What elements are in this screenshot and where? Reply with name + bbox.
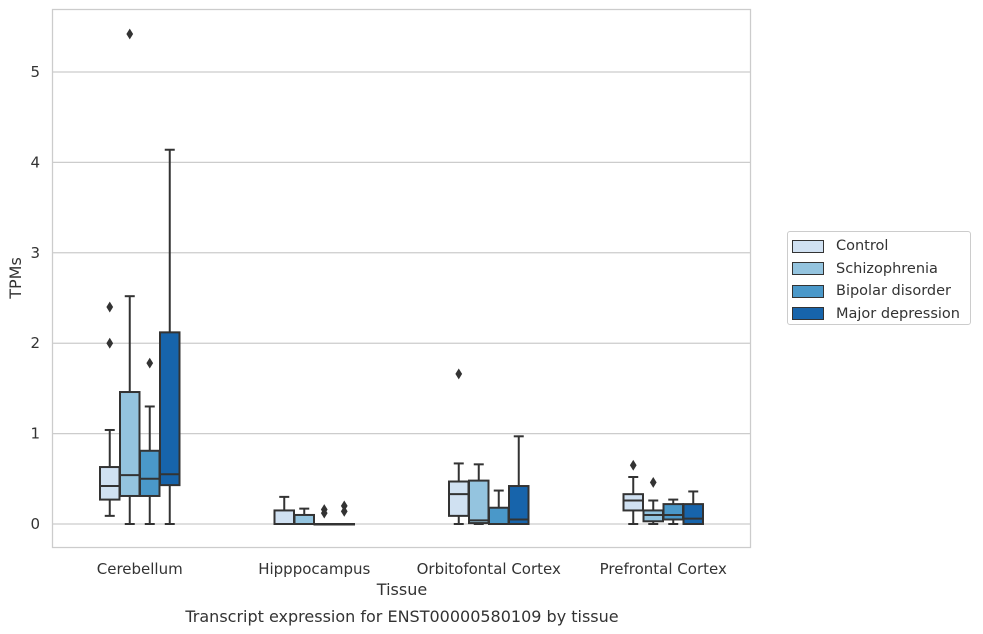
outlier-series-2-cat-1-1	[320, 507, 328, 519]
box-series-3-cat-2	[508, 485, 530, 526]
legend-item-bipolar-disorder: Bipolar disorder	[792, 280, 970, 303]
legend-swatch-major-depression	[792, 307, 824, 321]
plot-frame	[51, 8, 752, 549]
legend-item-control: Control	[792, 235, 970, 258]
box-series-2-cat-3	[662, 503, 684, 521]
legend-swatch-control	[792, 239, 824, 253]
y-tick-label-0: 0	[30, 515, 40, 533]
box-series-3-cat-3	[682, 503, 704, 525]
legend-swatch-schizophrenia	[792, 262, 824, 276]
y-tick-label-3: 3	[30, 244, 40, 262]
legend-item-schizophrenia: Schizophrenia	[792, 258, 970, 281]
box-series-2-cat-2	[488, 506, 510, 525]
x-axis-label: Tissue	[376, 580, 427, 599]
legend-swatch-bipolar-disorder	[792, 284, 824, 298]
x-tick-label-prefrontal-cortex: Prefrontal Cortex	[600, 560, 727, 578]
x-tick-label-hipppocampus: Hipppocampus	[258, 560, 370, 578]
outlier-series-0-cat-0-1	[106, 337, 114, 349]
y-tick-label-5: 5	[30, 63, 40, 81]
legend-label-control: Control	[836, 238, 889, 255]
box-plot-area	[99, 28, 704, 526]
outlier-series-1-cat-3-0	[649, 477, 657, 488]
outlier-series-0-cat-3-0	[629, 459, 637, 471]
x-tick-label-cerebellum: Cerebellum	[97, 560, 183, 578]
x-tick-label-orbitofontal-cortex: Orbitofontal Cortex	[417, 560, 561, 578]
box-series-0-cat-2	[448, 480, 470, 517]
y-tick-label-1: 1	[30, 425, 40, 443]
legend: Control Schizophrenia Bipolar disorder M…	[787, 231, 971, 325]
box-series-3-cat-0	[159, 331, 181, 487]
box-series-0-cat-3	[622, 493, 644, 512]
box-series-2-cat-0	[139, 449, 161, 497]
x-axis-ticks: Cerebellum Hipppocampus Orbitofontal Corte…	[97, 560, 727, 578]
y-axis-label: TPMs	[6, 257, 25, 300]
legend-item-major-depression: Major depression	[792, 303, 970, 326]
outlier-series-3-cat-1-0	[340, 500, 348, 512]
outlier-series-2-cat-0-0	[146, 357, 154, 369]
box-series-1-cat-0	[119, 391, 141, 497]
outlier-series-0-cat-2-0	[455, 368, 463, 380]
box-series-0-cat-0	[99, 466, 121, 501]
legend-label-bipolar-disorder: Bipolar disorder	[836, 283, 951, 300]
outlier-series-1-cat-0-0	[126, 28, 134, 40]
y-tick-label-2: 2	[30, 334, 40, 352]
box-series-1-cat-1	[293, 513, 315, 526]
legend-label-major-depression: Major depression	[836, 305, 960, 322]
legend-label-schizophrenia: Schizophrenia	[836, 260, 938, 277]
y-tick-label-4: 4	[30, 153, 40, 171]
outlier-series-3-cat-1-1	[340, 505, 348, 517]
box-series-0-cat-1	[273, 509, 295, 526]
y-axis-ticks: 0 1 2 3 4 5	[30, 63, 40, 533]
chart-title: Transcript expression for ENST0000058010…	[184, 607, 618, 626]
outlier-series-0-cat-0-0	[106, 301, 114, 313]
box-series-1-cat-2	[468, 479, 490, 525]
